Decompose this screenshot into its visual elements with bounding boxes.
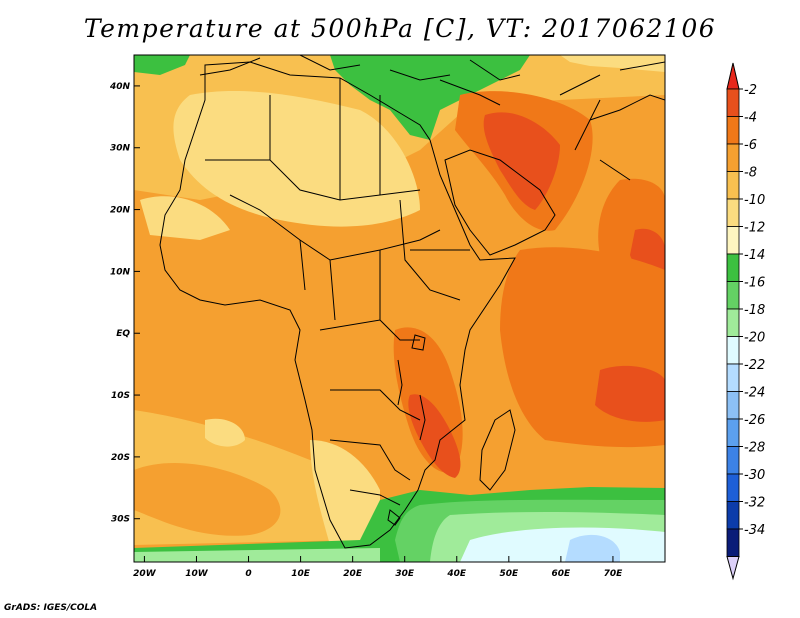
lat-tick-label: 30N: [110, 144, 131, 154]
colorbar: -2 -4 -6 -8 -10 -12 -14 -16 -18 -20 -22 -24 -26 -28 -3…: [726, 62, 765, 581]
colorbar-label: -12: [744, 221, 765, 236]
colorbar-swatch: [726, 336, 740, 365]
lon-tick-label: 10W: [185, 569, 209, 579]
colorbar-label: -28: [744, 441, 765, 456]
lon-tick-label: 40E: [446, 569, 467, 579]
colorbar-swatch: [726, 171, 740, 200]
colorbar-swatch: [726, 143, 740, 172]
colorbar-swatch: [726, 198, 740, 227]
colorbar-swatch: [726, 308, 740, 337]
colorbar-label: -24: [744, 386, 765, 401]
lat-tick-label: 10S: [111, 391, 130, 401]
colorbar-swatch: [726, 528, 740, 557]
colorbar-label: -8: [744, 166, 757, 181]
lon-tick-label: 50E: [499, 569, 519, 579]
colorbar-swatch: [726, 226, 740, 255]
temperature-field: [134, 55, 665, 562]
lon-tick-label: 10E: [291, 569, 311, 579]
lat-tick-label: EQ: [116, 329, 130, 339]
colorbar-label: -10: [744, 193, 765, 208]
colorbar-swatch: [726, 281, 740, 310]
colorbar-swatch: [726, 391, 740, 420]
axis-ticks: 40N 30N 20N 10N EQ 10S 20S 30S 20W 10W 0 10E 20E 30E 4…: [109, 82, 623, 579]
colorbar-swatch: [726, 363, 740, 392]
grads-credit: GrADS: IGES/COLA: [4, 603, 98, 613]
colorbar-label: -22: [744, 358, 765, 373]
colorbar-swatch: [726, 501, 740, 530]
colorbar-swatch: [726, 88, 740, 117]
colorbar-label: -6: [744, 138, 757, 153]
lat-tick-label: 10N: [110, 267, 131, 277]
colorbar-label: -20: [744, 331, 765, 346]
country-boundaries: [159, 55, 665, 549]
lon-tick-label: 0: [245, 569, 251, 579]
colorbar-top-arrow: [726, 62, 740, 90]
colorbar-label: -4: [744, 111, 757, 126]
colorbar-label: -2: [744, 83, 757, 98]
map-title: Temperature at 500hPa [C], VT: 201706210…: [83, 14, 717, 43]
colorbar-swatch: [726, 116, 740, 145]
lon-tick-label: 20W: [133, 569, 157, 579]
lat-tick-label: 30S: [111, 515, 130, 525]
colorbar-bottom-arrow: [726, 556, 740, 581]
colorbar-label: -16: [744, 276, 765, 291]
colorbar-label: -14: [744, 248, 765, 263]
lon-tick-label: 60E: [552, 569, 572, 579]
lon-tick-label: 70E: [604, 569, 624, 579]
colorbar-swatch: [726, 418, 740, 447]
colorbar-label: -32: [744, 496, 765, 511]
colorbar-label: -18: [744, 303, 765, 318]
colorbar-swatch: [726, 253, 740, 282]
lat-tick-label: 20N: [110, 206, 131, 216]
lon-tick-label: 20E: [343, 569, 363, 579]
colorbar-label: -34: [744, 523, 765, 538]
lon-tick-label: 30E: [395, 569, 415, 579]
colorbar-label: -30: [744, 468, 765, 483]
colorbar-label: -26: [744, 413, 765, 428]
lat-tick-label: 40N: [109, 82, 131, 92]
lat-tick-label: 20S: [111, 453, 130, 463]
colorbar-swatch: [726, 473, 740, 502]
colorbar-swatch: [726, 446, 740, 475]
map-frame: [133, 54, 666, 563]
